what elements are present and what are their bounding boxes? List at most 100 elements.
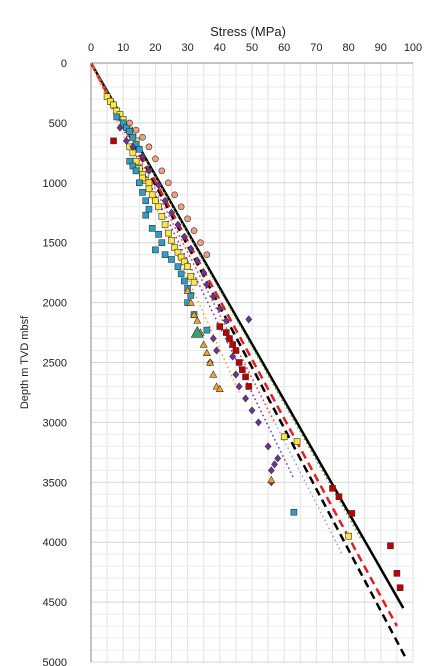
circle-point [152,155,159,163]
square-point [152,246,159,254]
x-tick-label: 100 [404,42,422,54]
diamond-point [264,442,272,451]
triangle-point [202,348,211,357]
diamond-point [161,196,169,205]
square-point [148,191,156,199]
square-point [239,366,246,373]
square-point [222,329,230,336]
diamond-point [180,232,188,241]
diamond-point [155,181,163,190]
triangle-point [199,340,208,348]
square-point [232,347,240,354]
diamond-point [267,466,275,475]
diamond-point [129,142,137,151]
diamond-point [216,304,224,313]
diamond-point [209,334,217,343]
square-point [184,263,191,270]
square-point [387,542,394,550]
y-tick-label: 3000 [43,417,67,429]
circle-point [184,215,191,223]
square-point [155,203,162,211]
triangle-point [215,384,224,392]
triangle-point [190,325,204,338]
y-tick-labels: 0 500 1000 1500 2000 2500 3000 3500 4000 4500 5000 [43,58,67,666]
square-point [242,373,249,381]
square-point [177,270,185,278]
circle-point [190,227,198,235]
square-point [187,272,195,280]
triangle-point [209,370,218,378]
x-tick-label: 40 [214,42,226,54]
square-point [393,570,401,577]
trend-line-2 [89,62,408,661]
x-tick-label: 60 [278,42,290,54]
square-point [345,532,352,540]
square-point [155,231,162,238]
circle-point [164,179,172,187]
y-tick-label: 5000 [43,657,67,666]
y-tick-label: 4500 [43,597,67,609]
diamond-point [255,418,262,427]
diamond-point [203,280,211,289]
square-point [203,326,211,334]
y-tick-label: 1500 [43,238,67,250]
diamond-point [274,454,282,463]
circle-point [197,239,204,246]
square-point [168,237,175,244]
square-point [190,278,198,286]
chart-axes [90,62,413,662]
square-point [245,383,253,390]
square-point [129,133,137,141]
diamond-point [222,316,230,325]
diamond-point [187,244,195,253]
diamond-point [213,346,220,355]
diamond-point [145,166,153,175]
square-point [148,225,156,232]
square-point [110,137,117,145]
square-point [145,205,153,213]
square-point [348,510,356,517]
y-tick-label: 1000 [43,178,67,190]
triangle-point [267,475,276,484]
square-point [139,189,146,196]
square-point [126,127,133,135]
circle-point [203,251,211,258]
circle-point [158,167,166,175]
square-point [335,493,343,500]
square-point [168,256,175,263]
diamond-point [209,292,217,301]
diamond-point [193,256,201,265]
square-point [161,251,169,258]
triangle-point [183,286,192,294]
circle-point [145,143,153,151]
square-point [396,584,404,592]
square-point [132,167,140,175]
square-point [329,484,336,492]
diamond-point [168,208,175,217]
diamond-point [229,352,237,361]
data-points [103,93,404,592]
square-point [158,239,166,246]
y-axis-title: Depth m TVD mbsf [19,315,31,409]
y-tick-label: 0 [61,58,67,70]
triangle-point [193,316,202,324]
square-point [145,185,153,193]
diamond-point [139,152,146,161]
square-point [152,197,159,205]
diamond-point [200,268,208,277]
y-tick-label: 2500 [43,358,67,370]
triangle-point [186,298,195,306]
circle-point [126,119,133,127]
triangle-point [206,358,215,366]
x-tick-label: 50 [246,42,258,54]
square-point [110,101,117,109]
diamond-point [232,370,240,379]
square-point [290,508,298,516]
square-point [113,113,121,121]
y-tick-label: 3500 [43,477,67,489]
square-point [216,323,224,330]
square-point [229,341,236,348]
y-tick-label: 4000 [43,537,67,549]
square-point [174,263,182,270]
